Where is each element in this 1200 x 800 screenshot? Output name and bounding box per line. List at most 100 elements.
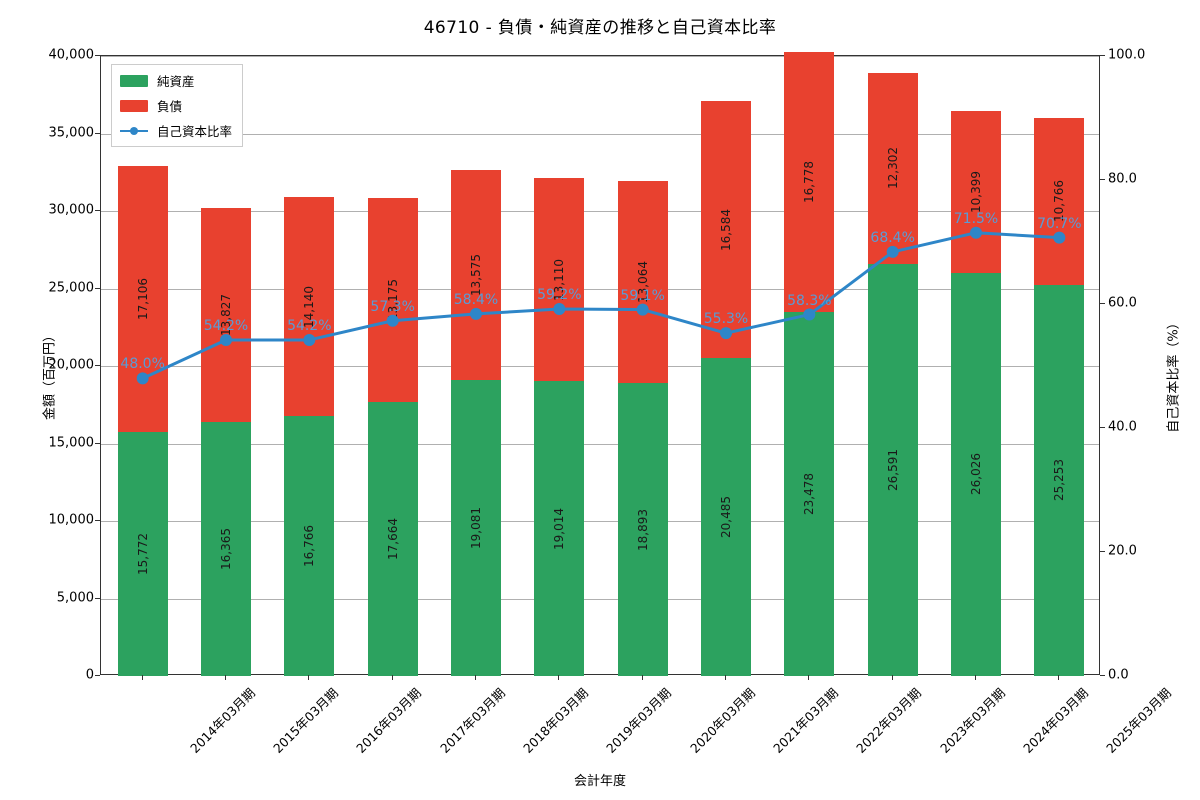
ratio-data-point[interactable]	[803, 308, 816, 321]
bar-equity[interactable]: 16,766	[284, 416, 335, 676]
y-tick-mark-secondary	[1100, 675, 1105, 676]
ratio-data-point[interactable]	[886, 245, 899, 258]
bar-liabilities[interactable]: 13,827	[201, 208, 251, 423]
y-axis-tick-secondary: 20.0	[1108, 543, 1137, 559]
x-tick-mark	[308, 675, 310, 680]
ratio-data-point[interactable]	[636, 303, 649, 316]
bar-equity[interactable]: 19,014	[534, 381, 585, 676]
ratio-value-label: 70.7%	[1037, 215, 1082, 232]
ratio-data-point[interactable]	[1053, 231, 1066, 244]
ratio-value-label: 54.2%	[203, 317, 249, 334]
bar-liabilities[interactable]: 12,302	[867, 73, 918, 264]
gridline	[101, 598, 1099, 600]
bar-liabilities[interactable]: 13,175	[367, 197, 418, 403]
ratio-value-label: 54.2%	[287, 317, 332, 334]
ratio-value-label: 59.2%	[537, 286, 582, 303]
bar-equity[interactable]: 17,664	[367, 402, 418, 676]
x-tick-mark	[391, 675, 393, 680]
bar-liabilities[interactable]: 10,766	[1034, 117, 1085, 285]
y-axis-tick-primary: 10,000	[48, 512, 95, 528]
ratio-data-point[interactable]	[970, 226, 982, 239]
bar-liabilities[interactable]: 17,106	[117, 166, 168, 432]
y-axis-tick-primary: 40,000	[48, 47, 95, 63]
bar-equity[interactable]: 16,365	[201, 422, 251, 676]
y-axis-tick-secondary: 60.0	[1108, 295, 1137, 311]
x-axis-tick-label: 2015年03月期	[270, 685, 341, 756]
y-axis-tick-primary: 20,000	[48, 357, 95, 373]
x-axis-label: 会計年度	[573, 774, 626, 789]
legend-item-label: 自己資本比率	[157, 124, 233, 139]
bar-liabilities[interactable]: 16,584	[701, 101, 751, 359]
y-axis-tick-primary: 0	[85, 667, 94, 683]
x-axis-tick-label: 2025年03月期	[1103, 685, 1175, 756]
x-tick-mark	[475, 675, 476, 680]
x-tick-mark	[891, 675, 893, 680]
bar-liabilities[interactable]: 10,399	[951, 111, 1001, 273]
y-tick-mark	[95, 287, 100, 289]
bar-equity[interactable]: 19,081	[451, 380, 501, 676]
legend-line-icon	[120, 125, 148, 137]
y-tick-mark-secondary	[1100, 303, 1105, 304]
ratio-line-series	[136, 226, 1066, 385]
x-axis-tick-label: 2014年03月期	[186, 685, 258, 756]
x-axis-tick-label: 2021年03月期	[770, 685, 841, 756]
y-tick-mark	[95, 520, 100, 521]
y-axis-tick-secondary: 100.0	[1108, 47, 1146, 63]
bar-equity[interactable]: 26,591	[867, 263, 918, 676]
gridline	[101, 521, 1099, 522]
legend-item[interactable]: 純資産	[120, 71, 232, 90]
y-tick-mark	[95, 442, 100, 444]
bar-equity[interactable]: 15,772	[117, 431, 168, 676]
y-tick-mark	[95, 55, 100, 56]
y-tick-mark	[95, 365, 100, 366]
y-axis-tick-primary: 5,000	[56, 590, 94, 605]
x-tick-mark	[808, 675, 810, 680]
legend-swatch-icon	[120, 74, 148, 87]
ratio-data-point[interactable]	[553, 302, 566, 315]
y-axis-tick-secondary: 0.0	[1108, 667, 1129, 683]
y-tick-mark	[95, 132, 100, 134]
y-axis-tick-primary: 15,000	[48, 435, 95, 450]
x-axis-tick-label: 2020年03月期	[686, 685, 758, 756]
y-tick-mark	[95, 210, 100, 211]
y-axis-tick-primary: 30,000	[48, 202, 95, 218]
bar-liabilities[interactable]: 16,778	[784, 52, 835, 313]
y-axis-label-secondary: 自己資本比率（%）	[1166, 316, 1182, 433]
ratio-data-point[interactable]	[303, 333, 316, 346]
gridline	[101, 56, 1099, 57]
bar-equity[interactable]: 26,026	[951, 272, 1001, 676]
ratio-data-point[interactable]	[136, 372, 149, 385]
bar-equity[interactable]: 25,253	[1034, 284, 1085, 676]
ratio-value-label: 58.4%	[453, 291, 499, 308]
ratio-data-point[interactable]	[220, 333, 232, 346]
ratio-value-label: 57.3%	[370, 298, 415, 315]
ratio-value-label: 58.3%	[787, 292, 832, 309]
ratio-line-path	[141, 231, 1061, 380]
legend-item-label: 負債	[157, 99, 183, 114]
bar-liabilities[interactable]: 13,064	[617, 180, 668, 384]
ratio-data-point[interactable]	[386, 314, 399, 327]
bar-liabilities[interactable]: 14,140	[284, 196, 335, 417]
y-tick-mark	[95, 675, 100, 676]
y-tick-mark-secondary	[1100, 179, 1105, 180]
legend-item[interactable]: 自己資本比率	[120, 121, 232, 140]
legend-swatch-icon	[120, 99, 148, 112]
ratio-data-point[interactable]	[720, 327, 732, 340]
bar-equity[interactable]: 23,478	[784, 312, 835, 676]
bar-liabilities[interactable]: 13,110	[534, 178, 585, 382]
y-tick-mark-secondary	[1100, 55, 1105, 56]
ratio-value-label: 59.1%	[620, 287, 665, 304]
chart-legend[interactable]: 純資産負債自己資本比率	[111, 64, 244, 147]
x-tick-mark	[641, 675, 643, 680]
x-axis-tick-label: 2016年03月期	[353, 685, 425, 756]
x-tick-mark	[725, 675, 726, 680]
bar-liabilities[interactable]: 13,575	[451, 169, 501, 381]
ratio-data-point[interactable]	[470, 307, 482, 320]
x-axis-tick-label: 2022年03月期	[853, 685, 925, 756]
y-tick-mark-secondary	[1100, 427, 1105, 428]
gridline	[101, 133, 1099, 135]
bar-equity[interactable]: 18,893	[617, 383, 668, 676]
legend-item[interactable]: 負債	[120, 96, 232, 115]
bar-equity[interactable]: 20,485	[701, 358, 751, 676]
